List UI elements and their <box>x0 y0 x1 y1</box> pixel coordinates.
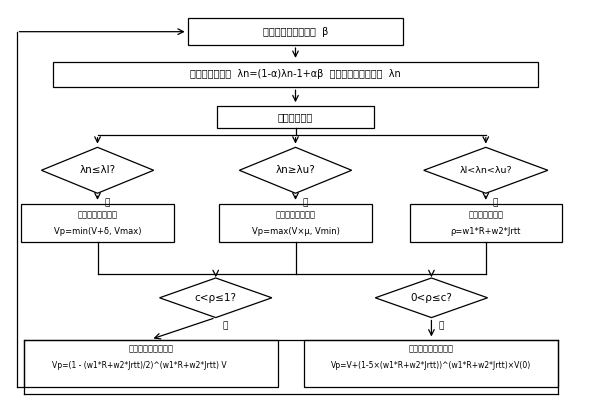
Text: 引入低通滤波器  λn=(1-α)λn-1+αβ  计算平滑的包丢失率  λn: 引入低通滤波器 λn=(1-α)λn-1+αβ 计算平滑的包丢失率 λn <box>190 69 401 80</box>
Text: Vp=min(V+δ, Vmax): Vp=min(V+δ, Vmax) <box>54 227 141 236</box>
Bar <box>188 18 403 45</box>
Polygon shape <box>160 278 272 318</box>
Polygon shape <box>41 147 154 193</box>
Text: λl<λn<λu?: λl<λn<λu? <box>459 166 512 175</box>
Text: 是: 是 <box>439 322 444 331</box>
Text: 变常数减少发送速率: 变常数减少发送速率 <box>128 344 173 353</box>
Text: 变常数增加发送速率: 变常数增加发送速率 <box>409 344 454 353</box>
Polygon shape <box>239 147 352 193</box>
Text: λn≤λl?: λn≤λl? <box>79 165 116 175</box>
Text: Vp=V+(1-5×(w1*R+w2*Jrtt))^(w1*R+w2*Jrtt)×V(0): Vp=V+(1-5×(w1*R+w2*Jrtt))^(w1*R+w2*Jrtt)… <box>332 361 531 370</box>
Text: 计算综合标志量: 计算综合标志量 <box>468 210 504 219</box>
Text: λn≥λu?: λn≥λu? <box>275 165 316 175</box>
Text: 判断网络状态: 判断网络状态 <box>278 112 313 122</box>
Text: 乘性减少发送速率: 乘性减少发送速率 <box>275 210 316 219</box>
Text: Vp=max(V×μ, Vmin): Vp=max(V×μ, Vmin) <box>252 227 339 236</box>
Text: 是: 是 <box>493 199 498 208</box>
Bar <box>219 204 372 242</box>
Bar <box>410 204 562 242</box>
Text: 0<ρ≤c?: 0<ρ≤c? <box>411 293 452 303</box>
Text: 接收端反馈的丢包率  β: 接收端反馈的丢包率 β <box>263 27 328 37</box>
Text: ρ=w1*R+w2*Jrtt: ρ=w1*R+w2*Jrtt <box>450 227 521 236</box>
Text: Vp=(1 - (w1*R+w2*Jrtt)/2)^(w1*R+w2*Jrtt) V: Vp=(1 - (w1*R+w2*Jrtt)/2)^(w1*R+w2*Jrtt)… <box>51 361 226 370</box>
Polygon shape <box>424 147 548 193</box>
Polygon shape <box>375 278 488 318</box>
Text: 加性增加发送速率: 加性增加发送速率 <box>77 210 118 219</box>
Bar <box>217 106 374 128</box>
Bar <box>21 204 174 242</box>
Bar <box>53 61 538 87</box>
Bar <box>304 340 558 387</box>
Text: 是: 是 <box>303 199 308 208</box>
Text: 是: 是 <box>105 199 110 208</box>
Text: 是: 是 <box>223 322 228 331</box>
Bar <box>24 340 278 387</box>
Text: c<ρ≤1?: c<ρ≤1? <box>194 293 237 303</box>
